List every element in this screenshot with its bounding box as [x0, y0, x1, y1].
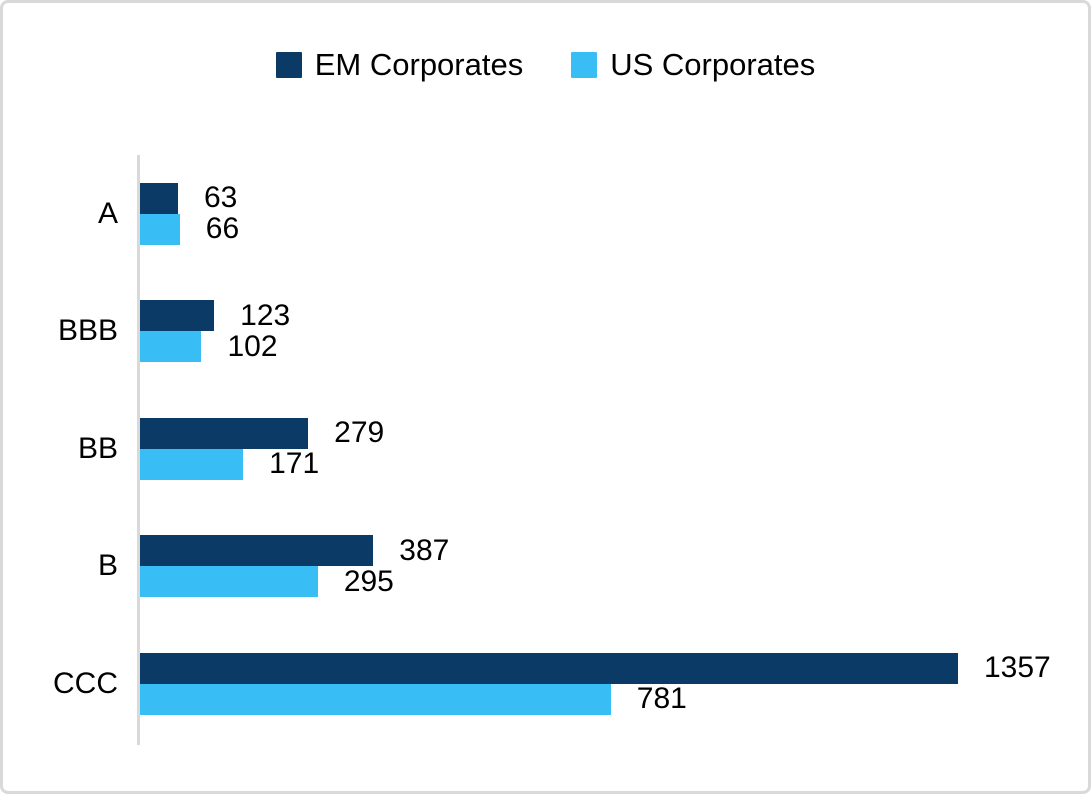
bar-group-b: 387 295: [140, 533, 1088, 598]
category-label-b: B: [97, 549, 118, 583]
em-corporates-bar-a: [140, 182, 178, 214]
em-corporates-bar-bb: [140, 417, 309, 449]
bar-line-us-corporates-bb: 171: [140, 447, 1088, 481]
legend-label-us-corporates: US Corporates: [610, 47, 816, 82]
legend-swatch-em-corporates: [275, 51, 302, 78]
value-label-em-corporates-a: 63: [203, 181, 238, 215]
category-row-ccc: CCC 1357 781: [3, 625, 1088, 743]
value-label-em-corporates-bbb: 123: [240, 298, 291, 332]
legend-label-em-corporates: EM Corporates: [314, 47, 524, 82]
value-label-us-corporates-bbb: 102: [227, 329, 278, 363]
value-label-em-corporates-b: 387: [399, 533, 450, 567]
bar-line-us-corporates-a: 66: [140, 212, 1088, 246]
bar-line-us-corporates-b: 295: [140, 564, 1088, 598]
bar-line-us-corporates-bbb: 102: [140, 329, 1088, 363]
category-row-bb: BB 279 171: [3, 390, 1088, 508]
bar-line-em-corporates-ccc: 1357: [140, 651, 1088, 685]
legend-item-em-corporates: EM Corporates: [275, 47, 524, 82]
us-corporates-bar-bbb: [140, 331, 202, 363]
value-label-us-corporates-ccc: 781: [636, 682, 687, 716]
us-corporates-bar-a: [140, 213, 180, 245]
bar-group-ccc: 1357 781: [140, 651, 1088, 716]
bar-group-bb: 279 171: [140, 416, 1088, 481]
category-label-bbb: BBB: [57, 314, 118, 348]
value-label-us-corporates-a: 66: [205, 212, 240, 246]
category-label-bb: BB: [77, 431, 118, 465]
bar-line-em-corporates-b: 387: [140, 533, 1088, 567]
bar-group-a: 63 66: [140, 181, 1088, 246]
us-corporates-bar-b: [140, 566, 318, 598]
bar-group-bbb: 123 102: [140, 298, 1088, 363]
category-label-a: A: [97, 196, 118, 230]
bar-line-em-corporates-a: 63: [140, 181, 1088, 215]
category-axis-line: [137, 155, 140, 745]
category-row-a: A 63 66: [3, 155, 1088, 273]
em-corporates-bar-b: [140, 535, 374, 567]
category-row-bbb: BBB 123 102: [3, 273, 1088, 391]
category-label-ccc: CCC: [53, 666, 118, 700]
value-label-us-corporates-b: 295: [343, 564, 394, 598]
us-corporates-bar-ccc: [140, 683, 611, 715]
legend-item-us-corporates: US Corporates: [571, 49, 815, 80]
value-label-em-corporates-ccc: 1357: [984, 651, 1051, 685]
bar-line-em-corporates-bb: 279: [140, 416, 1088, 450]
em-corporates-bar-bbb: [140, 300, 215, 332]
category-row-b: B 387 295: [3, 508, 1088, 626]
bar-chart-plot-area: A 63 66 BBB 123 102 BB 279 171 B 387 295 CCC 1357 781: [3, 155, 1088, 743]
value-label-us-corporates-bb: 171: [269, 447, 320, 481]
em-corporates-bar-ccc: [140, 652, 958, 684]
legend-swatch-us-corporates: [571, 51, 598, 78]
bar-line-us-corporates-ccc: 781: [140, 682, 1088, 716]
bar-line-em-corporates-bbb: 123: [140, 298, 1088, 332]
legend: EM Corporates US Corporates: [3, 49, 1088, 80]
us-corporates-bar-bb: [140, 448, 244, 480]
value-label-em-corporates-bb: 279: [334, 416, 385, 450]
